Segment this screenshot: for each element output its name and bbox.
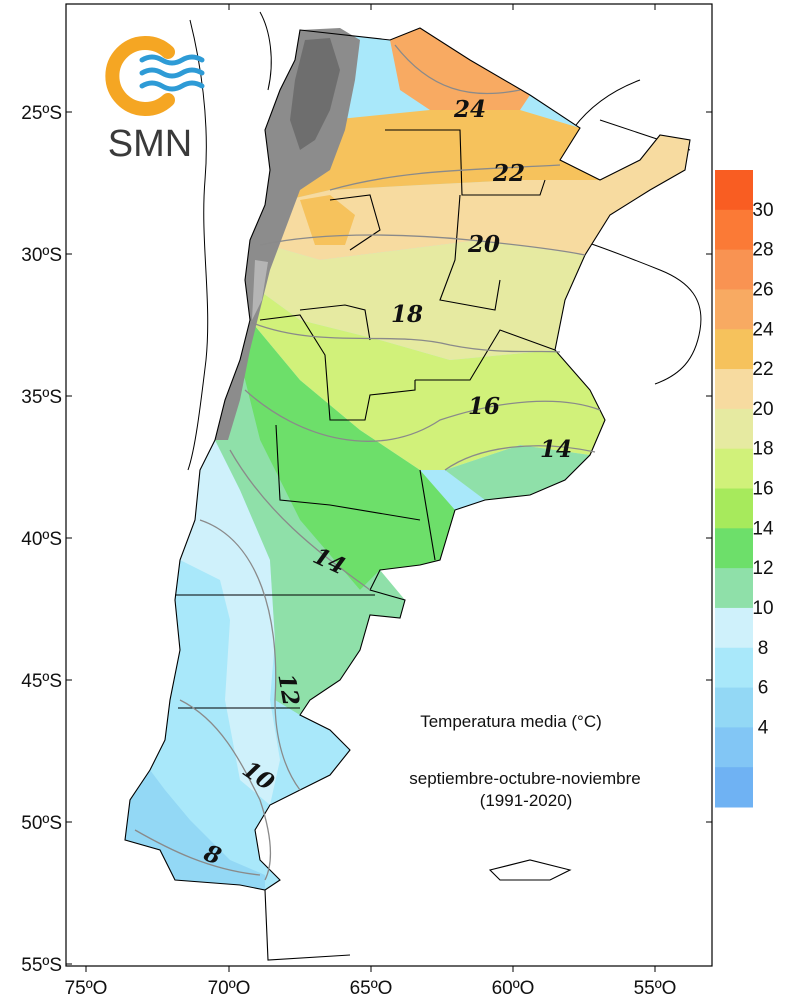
lon-axis: 75ºO 70ºO 65ºO 60ºO 55ºO	[65, 4, 677, 999]
legend-swatch	[715, 329, 753, 370]
legend-swatch	[715, 408, 753, 450]
isotherms	[134, 44, 601, 881]
smn-logo: SMN	[105, 36, 205, 165]
legend-label: 24	[752, 319, 774, 340]
legend-label: 6	[758, 678, 769, 699]
lat-axis: 25ºS 30ºS 35ºS 40ºS 45ºS 50ºS 55ºS	[21, 103, 712, 976]
lat-label: 50ºS	[21, 813, 62, 834]
logo-ring-icon	[105, 36, 175, 116]
legend-label: 28	[752, 240, 773, 261]
legend-labels: 30 28 26 24 22 20 18 16 14 12 10 8 6 4	[752, 200, 774, 739]
legend-label: 18	[752, 439, 773, 460]
legend-swatch	[715, 170, 753, 211]
isoline-label: 16	[468, 393, 500, 420]
lat-label: 55ºS	[21, 955, 62, 976]
logo-waves-icon	[139, 54, 205, 92]
legend-label: 20	[752, 399, 773, 420]
isoline-label: 24	[453, 96, 486, 123]
isoline-label: 18	[391, 301, 423, 328]
isoline-label: 22	[492, 160, 525, 187]
legend-swatch	[715, 727, 753, 768]
legend-swatch	[715, 647, 753, 689]
legend-label: 14	[752, 518, 774, 539]
isoline-label: 14	[540, 436, 572, 463]
map-title: Temperatura media (°C) septiembre-octubr…	[409, 712, 641, 810]
legend-swatch	[715, 767, 753, 808]
legend-label: 30	[752, 200, 773, 221]
isoline-label: 12	[272, 672, 304, 708]
legend-swatch	[715, 568, 753, 609]
legend-swatch	[715, 209, 753, 251]
legend-label: 10	[752, 598, 773, 619]
lat-label: 45ºS	[21, 671, 62, 692]
title-line-1: Temperatura media (°C)	[420, 712, 602, 731]
lat-label: 40ºS	[21, 529, 62, 550]
legend-colorbar	[715, 170, 753, 808]
lon-label: 55ºO	[634, 978, 677, 999]
legend-label: 8	[758, 638, 769, 659]
lon-label: 60ºO	[492, 978, 535, 999]
lat-label: 25ºS	[21, 103, 62, 124]
legend-label: 16	[752, 479, 773, 500]
legend-swatch	[715, 369, 753, 410]
lon-label: 65ºO	[350, 978, 393, 999]
legend-swatch	[715, 289, 753, 330]
lat-label: 35ºS	[21, 387, 62, 408]
lat-label: 30ºS	[21, 245, 62, 266]
lon-label: 70ºO	[208, 978, 251, 999]
legend-label: 4	[758, 717, 769, 738]
legend-swatch	[715, 528, 753, 569]
legend-label: 12	[752, 558, 773, 579]
legend-swatch	[715, 448, 753, 489]
isoline-label: 20	[467, 231, 500, 258]
title-line-3: (1991-2020)	[480, 791, 573, 810]
province-borders	[124, 27, 691, 961]
lon-label: 75ºO	[65, 978, 108, 999]
logo-text: SMN	[108, 123, 192, 165]
legend-swatch	[715, 687, 753, 728]
title-line-2: septiembre-octubre-noviembre	[409, 769, 641, 788]
legend-label: 22	[752, 359, 773, 380]
legend-swatch	[715, 488, 753, 529]
legend-swatch	[715, 249, 753, 290]
legend-label: 26	[752, 279, 773, 300]
legend-swatch	[715, 607, 753, 649]
